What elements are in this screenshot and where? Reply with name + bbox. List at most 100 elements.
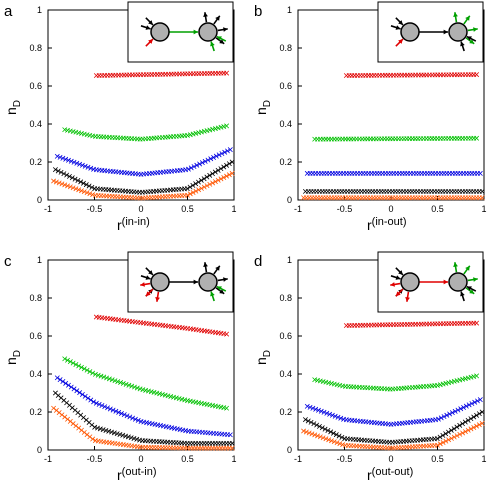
data-point — [460, 421, 465, 427]
data-point — [479, 195, 485, 201]
data-point — [454, 424, 460, 430]
data-point — [210, 180, 216, 186]
data-point — [75, 178, 81, 183]
inset-sink-arrow-head — [216, 286, 222, 291]
data-point — [328, 438, 334, 444]
y-tick-label: 0.2 — [29, 157, 42, 167]
data-point — [207, 172, 213, 178]
data-point — [63, 380, 69, 386]
inset-in-arrow-head — [148, 39, 153, 44]
data-point — [112, 378, 118, 384]
panel-label: a — [4, 3, 13, 20]
data-point — [131, 436, 137, 441]
data-point — [207, 181, 213, 187]
data-point — [221, 164, 227, 170]
series-2 — [304, 170, 483, 176]
inset-sink-arrow-head — [460, 41, 465, 47]
inset-sink-arrow-head — [466, 36, 472, 41]
y-axis-label-sub: D — [262, 350, 273, 357]
series-0 — [343, 72, 480, 79]
y-tick-label: 0.8 — [29, 43, 42, 53]
data-point — [197, 161, 203, 167]
data-point — [130, 415, 136, 421]
data-point — [127, 414, 133, 420]
data-point — [457, 422, 463, 428]
data-point — [304, 403, 310, 409]
inset-target-node — [198, 272, 218, 292]
inset-in-arrow-head — [148, 20, 153, 25]
data-point — [95, 425, 100, 431]
data-point — [465, 427, 471, 433]
data-point — [93, 400, 99, 406]
data-point — [67, 359, 73, 365]
data-point — [224, 173, 230, 179]
data-point — [229, 440, 235, 446]
y-axis-label-sub: D — [12, 100, 23, 107]
data-point — [465, 417, 471, 423]
data-point — [110, 407, 116, 413]
inset-in-arrow-head — [398, 39, 403, 44]
x-axis-label-sup: (out-out) — [372, 466, 414, 478]
data-point — [318, 408, 324, 414]
data-point — [325, 428, 331, 433]
series-3 — [302, 409, 485, 445]
data-point — [458, 406, 464, 412]
data-point — [201, 176, 207, 182]
data-point — [70, 360, 76, 366]
x-tick-label: 1 — [231, 454, 236, 464]
data-point — [194, 162, 200, 168]
data-point — [52, 167, 58, 173]
data-point — [301, 428, 307, 434]
inset-out-arrow-head — [203, 262, 208, 267]
data-point — [90, 436, 96, 442]
data-point — [190, 190, 196, 196]
data-point — [337, 441, 343, 447]
inset-source-out-arrow-head — [145, 291, 151, 297]
inset-out-arrow-head — [473, 277, 478, 282]
data-point — [78, 179, 84, 185]
data-point — [215, 167, 221, 173]
x-tick-label: 0 — [388, 204, 393, 214]
inset-target-node — [448, 22, 468, 42]
x-tick-label: -1 — [294, 454, 302, 464]
data-point — [302, 417, 308, 423]
data-point — [123, 433, 129, 439]
data-point — [78, 427, 84, 433]
data-point — [451, 434, 457, 440]
data-point — [77, 390, 83, 396]
data-point — [310, 405, 316, 411]
data-point — [333, 432, 339, 438]
data-point — [323, 436, 329, 442]
x-axis-label: r(out-in) — [117, 466, 157, 483]
y-axis-label: nD — [253, 350, 273, 365]
data-point — [58, 169, 64, 175]
data-point — [316, 423, 322, 429]
x-tick-label: 0.5 — [181, 204, 194, 214]
inset-out-arrow-head — [215, 15, 220, 21]
data-point — [475, 398, 480, 404]
panel-label: c — [4, 253, 12, 270]
data-point — [59, 181, 65, 187]
data-point — [65, 382, 71, 388]
data-point — [92, 371, 98, 377]
data-point — [193, 181, 199, 187]
data-point — [303, 429, 309, 435]
data-point — [449, 410, 455, 416]
data-point — [87, 191, 93, 197]
series-3 — [52, 390, 235, 446]
x-tick-label: 0.5 — [431, 454, 444, 464]
y-tick-label: 0 — [287, 195, 292, 205]
data-point — [96, 401, 102, 407]
data-point — [441, 414, 447, 420]
data-point — [226, 161, 232, 167]
y-tick-label: 1 — [287, 5, 292, 15]
data-point — [113, 408, 119, 414]
inset-in-arrow-head — [145, 275, 151, 280]
y-tick-label: 1 — [287, 255, 292, 265]
data-point — [463, 403, 469, 409]
y-axis-label-sub: D — [262, 100, 273, 107]
data-point — [66, 173, 72, 179]
data-point — [308, 419, 314, 425]
data-point — [474, 373, 480, 379]
